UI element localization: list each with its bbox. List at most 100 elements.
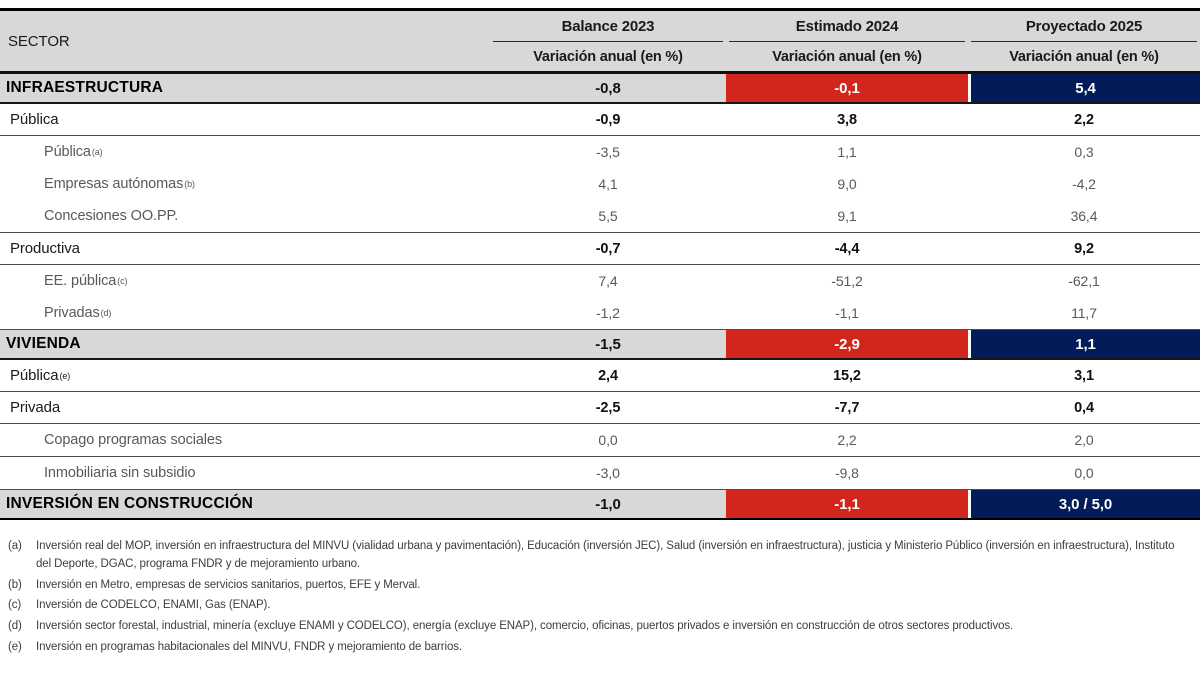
row-label: Pública (a) [44,144,103,160]
row-label-text: INVERSIÓN EN CONSTRUCCIÓN [6,495,253,512]
cell-proyectado-2025: 3,0 / 5,0 [968,490,1200,518]
table-row: Productiva -0,7 -4,4 9,2 [0,233,1200,265]
cell-estimado-2024: 15,2 [833,367,861,384]
cell-estimado-2024: 9,0 [837,176,857,192]
row-label: Inmobiliaria sin subsidio [0,457,490,489]
row-label: Empresas autónomas (b) [44,176,195,192]
year-label-balance-2023: Balance 2023 [493,11,723,42]
column-header-estimado-2024: Estimado 2024 Variación anual (en %) [726,11,968,71]
footnote: (c) Inversión de CODELCO, ENAMI, Gas (ENA… [0,597,1200,615]
section-row: VIVIENDA -1,5 -2,9 1,1 [0,330,1200,360]
row-label: Pública (e) [10,367,71,384]
row-label: EE. pública (c) [44,273,128,289]
row-label: Privada [0,392,490,423]
cell-balance-2023: 4,1 [598,176,618,192]
footnote-marker: (c) [8,599,22,612]
row-label-text: Productiva [10,240,80,257]
cell-proyectado-2025: 9,2 [1074,240,1094,257]
footnote-text: Inversión de CODELCO, ENAMI, Gas (ENAP). [36,599,271,612]
row-label-text: Privada [10,399,61,416]
row-label-text: Empresas autónomas [44,176,184,192]
sector-column-header: SECTOR [0,11,490,71]
cell-balance-2023: -3,5 [596,144,620,160]
cell-balance-2023: -3,0 [596,465,620,481]
footnote-text: Inversión en programas habitacionales de… [36,641,462,654]
cell-estimado-2024: -51,2 [831,273,863,289]
row-label-text: Pública [10,367,59,384]
cell-proyectado-2025: 11,7 [1071,305,1097,321]
cell-estimado-2024: 9,1 [837,208,857,224]
cell-balance-2023: -1,0 [490,490,726,518]
footnote-marker: (d) [8,620,22,633]
year-label-proyectado-2025: Proyectado 2025 [971,11,1197,42]
row-label-text: EE. pública [44,273,117,289]
cell-proyectado-2025: -4,2 [1072,176,1096,192]
cell-balance-2023: -2,5 [595,399,621,416]
cell-estimado-2024: 3,8 [837,111,857,128]
row-label-text: Copago programas sociales [44,432,223,448]
cell-balance-2023: 0,0 [598,432,618,448]
footnote-marker: (b) [8,578,22,591]
table-row: Pública -0,9 3,8 2,2 [0,104,1200,136]
table-row: Privadas (d) -1,2 -1,1 11,7 [0,297,1200,330]
cell-balance-2023: 7,4 [598,273,618,289]
report-page: SECTOR Balance 2023 Variación anual (en … [0,8,1200,675]
cell-proyectado-2025: 2,0 [1074,432,1094,448]
row-label-text: VIVIENDA [6,335,81,352]
table-row: Pública (a) -3,5 1,1 0,3 [0,136,1200,168]
section-row: INFRAESTRUCTURA -0,8 -0,1 5,4 [0,74,1200,104]
table-header: SECTOR Balance 2023 Variación anual (en … [0,8,1200,74]
cell-balance-2023: 5,5 [598,208,618,224]
row-label-text: Concesiones OO.PP. [44,208,179,224]
year-label-estimado-2024: Estimado 2024 [729,11,965,42]
table-row: Privada -2,5 -7,7 0,4 [0,392,1200,424]
row-label-text: INFRAESTRUCTURA [6,79,164,96]
cell-proyectado-2025: 36,4 [1070,208,1098,224]
row-label-text: Pública [44,144,91,160]
table-row: Empresas autónomas (b) 4,1 9,0 -4,2 [0,168,1200,200]
column-header-balance-2023: Balance 2023 Variación anual (en %) [490,11,726,71]
cell-balance-2023: -1,5 [490,330,726,358]
cell-balance-2023: 2,4 [598,367,618,384]
cell-proyectado-2025: 0,0 [1074,465,1094,481]
footnote-text: Inversión real del MOP, inversión en inf… [36,540,1175,570]
footnote: (a) Inversión real del MOP, inversión en … [0,538,1200,574]
footnote: (b) Inversión en Metro, empresas de servi… [0,577,1200,595]
cell-estimado-2024: -0,1 [726,74,968,102]
row-label: VIVIENDA [0,330,490,358]
subheader-proyectado-2025: Variación anual (en %) [1009,48,1159,65]
cell-balance-2023: -0,7 [595,240,621,257]
cell-proyectado-2025: 2,2 [1074,111,1094,128]
table-row: Concesiones OO.PP. 5,5 9,1 36,4 [0,200,1200,233]
cell-estimado-2024: -4,4 [834,240,860,257]
footnote-text: Inversión en Metro, empresas de servicio… [36,578,421,591]
table-row: Pública (e) 2,4 15,2 3,1 [0,360,1200,392]
cell-proyectado-2025: 0,3 [1074,144,1094,160]
table-row: Inmobiliaria sin subsidio -3,0 -9,8 0,0 [0,457,1200,490]
subheader-balance-2023: Variación anual (en %) [533,48,683,65]
cell-proyectado-2025: -62,1 [1068,273,1100,289]
column-header-proyectado-2025: Proyectado 2025 Variación anual (en %) [968,11,1200,71]
cell-proyectado-2025: 5,4 [968,74,1200,102]
footnotes: (a) Inversión real del MOP, inversión en … [0,538,1200,657]
cell-proyectado-2025: 0,4 [1074,399,1094,416]
footnote-marker: (e) [8,641,22,654]
sector-investment-table: SECTOR Balance 2023 Variación anual (en … [0,8,1200,520]
row-label: INVERSIÓN EN CONSTRUCCIÓN [0,490,490,518]
row-label: INFRAESTRUCTURA [0,74,490,102]
cell-proyectado-2025: 3,1 [1074,367,1094,384]
footnote-text: Inversión sector forestal, industrial, m… [36,620,1014,633]
section-row: INVERSIÓN EN CONSTRUCCIÓN -1,0 -1,1 3,0 / 5… [0,490,1200,520]
table-row: Copago programas sociales 0,0 2,2 2,0 [0,424,1200,457]
cell-estimado-2024: 2,2 [837,432,857,448]
row-label: Productiva [0,233,490,264]
subheader-estimado-2024: Variación anual (en %) [772,48,922,65]
cell-estimado-2024: -2,9 [726,330,968,358]
row-label-text: Inmobiliaria sin subsidio [44,465,196,481]
cell-estimado-2024: -1,1 [726,490,968,518]
cell-estimado-2024: 1,1 [837,144,857,160]
cell-proyectado-2025: 1,1 [968,330,1200,358]
row-label: Privadas (d) [44,305,112,321]
cell-estimado-2024: -1,1 [835,305,859,321]
sector-header-label: SECTOR [8,32,70,50]
